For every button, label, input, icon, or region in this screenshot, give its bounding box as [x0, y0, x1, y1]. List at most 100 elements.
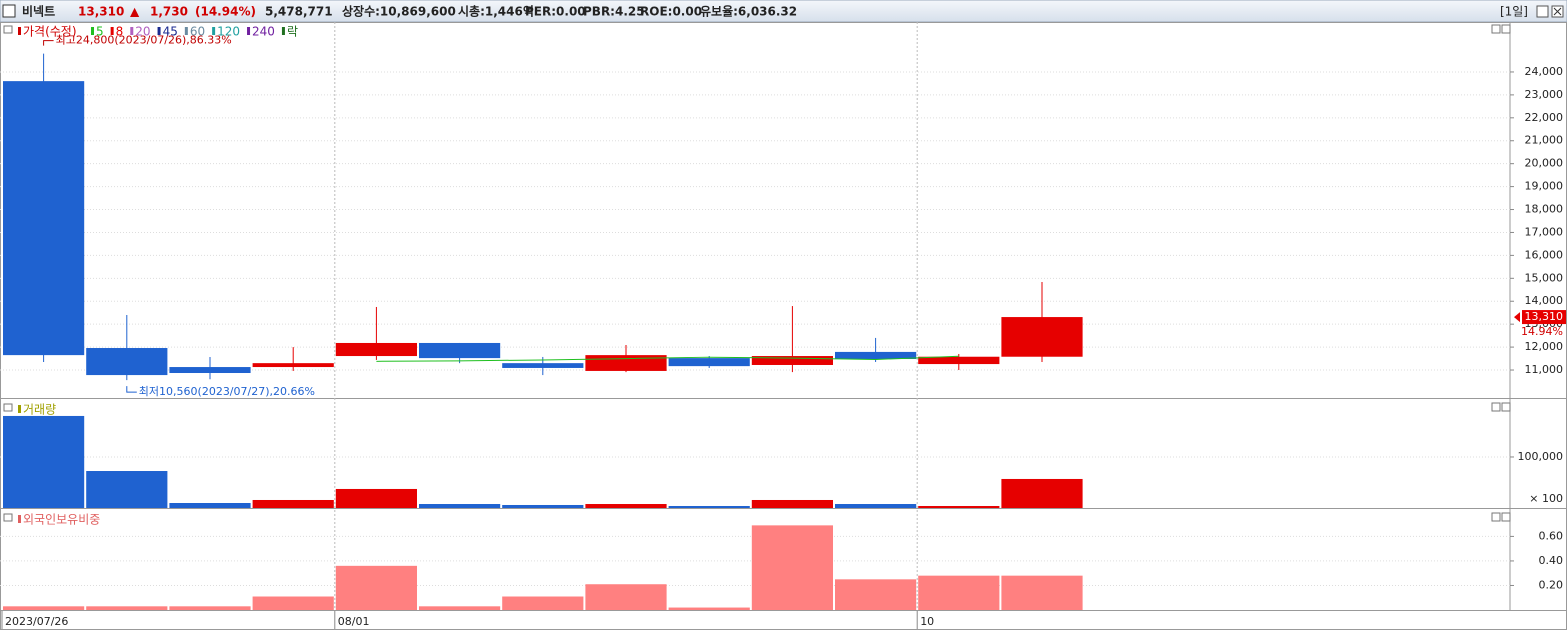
panel-title: 가격(수정): [23, 25, 77, 39]
high-annotation: 최고24,800(2023/07/26),86.33%: [56, 34, 232, 47]
last-price-marker: [1514, 312, 1520, 323]
y-tick-label: 0.60: [1539, 529, 1564, 542]
bar: [585, 504, 667, 508]
bar: [252, 596, 334, 610]
y-tick-label: 24,000: [1525, 65, 1564, 78]
legend-label: 8: [116, 25, 124, 39]
bar: [419, 504, 501, 508]
legend-marker: [110, 27, 114, 35]
bar: [918, 575, 1000, 610]
y-tick-label: 15,000: [1525, 271, 1564, 284]
period[interactable]: [1일]: [1500, 5, 1528, 19]
bar: [502, 596, 584, 610]
y-tick-label: 21,000: [1525, 134, 1564, 147]
low-annotation: 최저10,560(2023/07/27),20.66%: [139, 385, 315, 398]
y-tick-label: 12,000: [1525, 340, 1564, 353]
price: 13,310: [78, 5, 124, 19]
roe: ROE:0.00: [640, 5, 702, 19]
candle-body: [419, 342, 501, 359]
last-pct-label: 14.94%: [1521, 325, 1563, 338]
panel-title: 외국인보유비중: [23, 513, 100, 527]
candle-body: [1001, 317, 1083, 357]
legend-label: 락: [287, 25, 298, 39]
y-tick-label: 16,000: [1525, 248, 1564, 261]
legend-marker: [157, 27, 161, 35]
panel-button[interactable]: [1501, 402, 1511, 412]
maximize-button[interactable]: [1536, 5, 1549, 18]
legend-label: 5: [96, 25, 104, 39]
y-tick-label: 100,000: [1518, 450, 1564, 463]
market-cap: 시총:1,446억: [458, 4, 534, 19]
candle-body: [585, 355, 667, 371]
x-tick-label: 10: [920, 615, 934, 628]
y-tick-label: 18,000: [1525, 203, 1564, 216]
legend-label: 20: [135, 25, 150, 39]
bar: [252, 499, 334, 508]
bar: [169, 503, 251, 508]
checkbox[interactable]: [2, 4, 16, 18]
panel-button[interactable]: [1491, 24, 1501, 34]
candle-body: [86, 348, 168, 376]
y-tick-label: 20,000: [1525, 157, 1564, 170]
last-price-label: 13,310: [1525, 310, 1564, 323]
bar: [918, 506, 1000, 508]
bar: [835, 579, 917, 610]
x-tick-label: 08/01: [338, 615, 370, 628]
close-icon: [1553, 7, 1562, 16]
bar: [751, 525, 833, 610]
legend-label: 120: [217, 25, 240, 39]
last-price-box: [1522, 310, 1566, 325]
y-tick-label: 19,000: [1525, 180, 1564, 193]
listed: 상장수:10,869,600: [342, 4, 456, 19]
unit-label: × 100: [1529, 492, 1563, 505]
bar: [751, 499, 833, 508]
bar: [1001, 478, 1083, 508]
candle-body: [502, 363, 584, 368]
bar: [335, 488, 417, 508]
bar: [3, 606, 85, 610]
bar: [86, 471, 168, 508]
y-tick-label: 11,000: [1525, 363, 1564, 376]
y-tick-label: 14,000: [1525, 294, 1564, 307]
panel-title: 거래량: [23, 403, 56, 417]
candle-body: [169, 367, 251, 374]
pbr: PBR:4.25: [583, 5, 645, 19]
bar: [86, 606, 168, 610]
bar: [835, 504, 917, 508]
reserve: 유보율:6,036.32: [700, 5, 797, 19]
ma-line: [376, 355, 959, 362]
volume: 5,478,771: [265, 5, 333, 19]
legend-marker: [184, 27, 188, 35]
y-tick-label: 0.40: [1539, 554, 1564, 567]
candle-body: [668, 358, 750, 367]
low-arrow: [126, 386, 137, 393]
y-tick-label: 22,000: [1525, 111, 1564, 124]
bar: [419, 606, 501, 610]
legend-marker: [281, 27, 285, 35]
high-arrow: [43, 40, 54, 46]
candle-body: [835, 351, 917, 360]
panel-icon: [3, 25, 13, 34]
candle-body: [335, 342, 417, 357]
change: 1,730: [150, 5, 188, 19]
y-tick-label: 0.20: [1539, 578, 1564, 591]
candle-body: [3, 81, 85, 356]
legend-label: 240: [252, 25, 275, 39]
bar: [1001, 575, 1083, 610]
panel-marker: [18, 515, 21, 523]
bar: [668, 506, 750, 508]
panel-button[interactable]: [1491, 512, 1501, 522]
arrow: ▲: [130, 5, 140, 19]
bar: [502, 504, 584, 508]
y-tick-label: 23,000: [1525, 88, 1564, 101]
bar: [585, 584, 667, 610]
bar: [3, 415, 85, 508]
panel-button[interactable]: [1491, 402, 1501, 412]
panel-icon: [3, 403, 13, 412]
panel-button[interactable]: [1501, 24, 1511, 34]
bar: [668, 607, 750, 610]
panel-button[interactable]: [1501, 512, 1511, 522]
candle-body: [751, 356, 833, 365]
bar: [335, 565, 417, 610]
